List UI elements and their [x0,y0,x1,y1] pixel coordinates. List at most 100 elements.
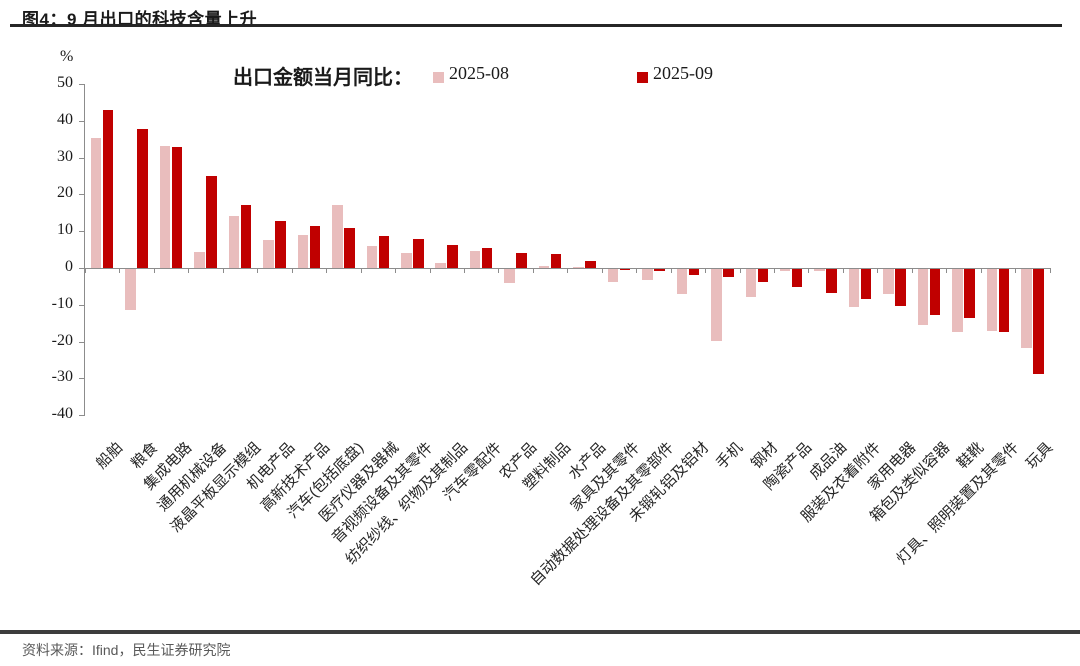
x-tick [601,269,603,273]
bar-2025-09-家具及其零件 [619,269,631,271]
x-tick [842,269,844,273]
bar-2025-09-家用电器 [895,269,906,306]
bar-2025-08-农产品 [504,269,515,284]
bar-2025-09-塑料制品 [550,254,562,268]
bar-2025-08-成品油 [814,269,825,271]
bar-2025-08-家具及其零件 [607,269,619,282]
x-tick [188,269,190,273]
legend-swatch-2025-09 [637,72,648,83]
y-tick [79,231,84,233]
y-tick-label: -20 [51,331,73,349]
footer-rule [0,630,1080,634]
bar-2025-09-通用机械设备 [206,175,217,268]
bar-2025-08-水产品 [573,267,584,268]
x-tick [395,269,397,273]
y-tick [79,415,84,417]
x-tick [119,269,121,273]
bar-2025-09-自动数据处理设备及其零部件 [654,269,665,271]
bar-2025-09-液晶平板显示模组 [240,204,252,268]
y-tick [79,120,84,122]
bar-2025-09-汽车零配件 [481,248,493,268]
bar-2025-08-箱包及类似容器 [917,269,929,325]
bar-2025-09-集成电路 [171,146,183,268]
bar-2025-09-高新技术产品 [309,225,321,268]
x-tick [877,269,879,273]
bar-2025-08-玩具 [1021,269,1032,349]
y-tick [79,194,84,196]
x-tick [705,269,707,273]
y-tick-label: 30 [57,147,73,165]
y-axis-unit-label: % [60,48,74,65]
bar-2025-09-陶瓷产品 [791,269,803,287]
bar-2025-08-汽车零配件 [469,250,481,268]
x-tick [85,269,86,273]
x-tick [1049,269,1051,273]
bar-2025-08-服装及衣着附件 [848,269,860,308]
bar-2025-09-未锻轧铝及铝材 [688,269,700,275]
x-tick [670,269,672,273]
y-tick-label: 10 [57,221,73,239]
y-tick-label: 20 [57,184,73,202]
title-rule [10,24,1062,27]
x-tick [946,269,948,273]
x-category-label: 手机 [713,439,747,473]
bar-2025-08-汽车(包括底盘) [332,204,343,268]
bar-2025-09-玩具 [1033,269,1044,374]
bar-2025-08-塑料制品 [538,265,550,268]
y-tick [79,84,84,85]
bar-2025-08-通用机械设备 [194,252,205,268]
bar-2025-09-纺织纱线、织物及其制品 [447,244,458,268]
y-tick-label: -40 [51,405,73,423]
x-tick [808,269,810,273]
bar-2025-08-粮食 [125,269,136,310]
bar-2025-09-鞋靴 [964,269,975,319]
bar-2025-08-集成电路 [159,145,171,268]
legend-label-2025-09: 2025-09 [653,63,713,83]
bar-2025-08-灯具、照明装置及其零件 [986,269,998,331]
x-tick [911,269,913,273]
bar-2025-09-水产品 [585,261,596,268]
x-tick [257,269,259,273]
y-axis-line [84,84,85,416]
x-tick [326,269,328,273]
x-tick [980,269,982,273]
x-tick [636,269,638,273]
bar-2025-08-液晶平板显示模组 [228,216,240,268]
bar-2025-09-箱包及类似容器 [929,269,941,315]
x-tick [532,269,534,273]
y-tick-label: 40 [57,110,73,128]
bar-2025-08-钢材 [745,269,757,298]
x-axis-zero-line [84,268,1051,269]
source-note: 资料来源：Ifind，民生证券研究院 [22,642,231,658]
bar-2025-09-机电产品 [275,220,286,268]
bar-2025-09-粮食 [137,129,148,268]
x-tick [498,269,500,273]
x-tick [360,269,362,273]
bar-2025-08-家用电器 [883,269,894,295]
bar-2025-08-未锻轧铝及铝材 [676,269,688,295]
y-tick [79,341,84,343]
x-tick [774,269,775,273]
y-tick [79,157,84,159]
bar-2025-08-高新技术产品 [297,235,309,268]
legend-title: 出口金额当月同比： [233,67,413,89]
bar-2025-09-服装及衣着附件 [860,269,872,299]
bar-2025-09-船舶 [102,110,114,268]
bar-2025-08-音视频设备及其零件 [401,253,412,268]
legend-swatch-2025-08 [433,72,444,83]
y-tick [79,378,84,380]
y-tick [79,304,84,306]
x-tick [739,269,741,273]
x-tick [463,269,465,273]
legend-label-2025-08: 2025-08 [449,63,509,83]
y-tick-label: 50 [57,74,73,91]
x-tick [222,269,224,273]
x-tick [429,269,431,273]
x-tick [291,269,293,273]
bar-2025-08-手机 [711,269,722,342]
x-tick [153,269,155,273]
bar-2025-09-成品油 [826,269,837,293]
x-category-label: 玩具 [1023,439,1057,473]
x-tick [567,269,569,273]
